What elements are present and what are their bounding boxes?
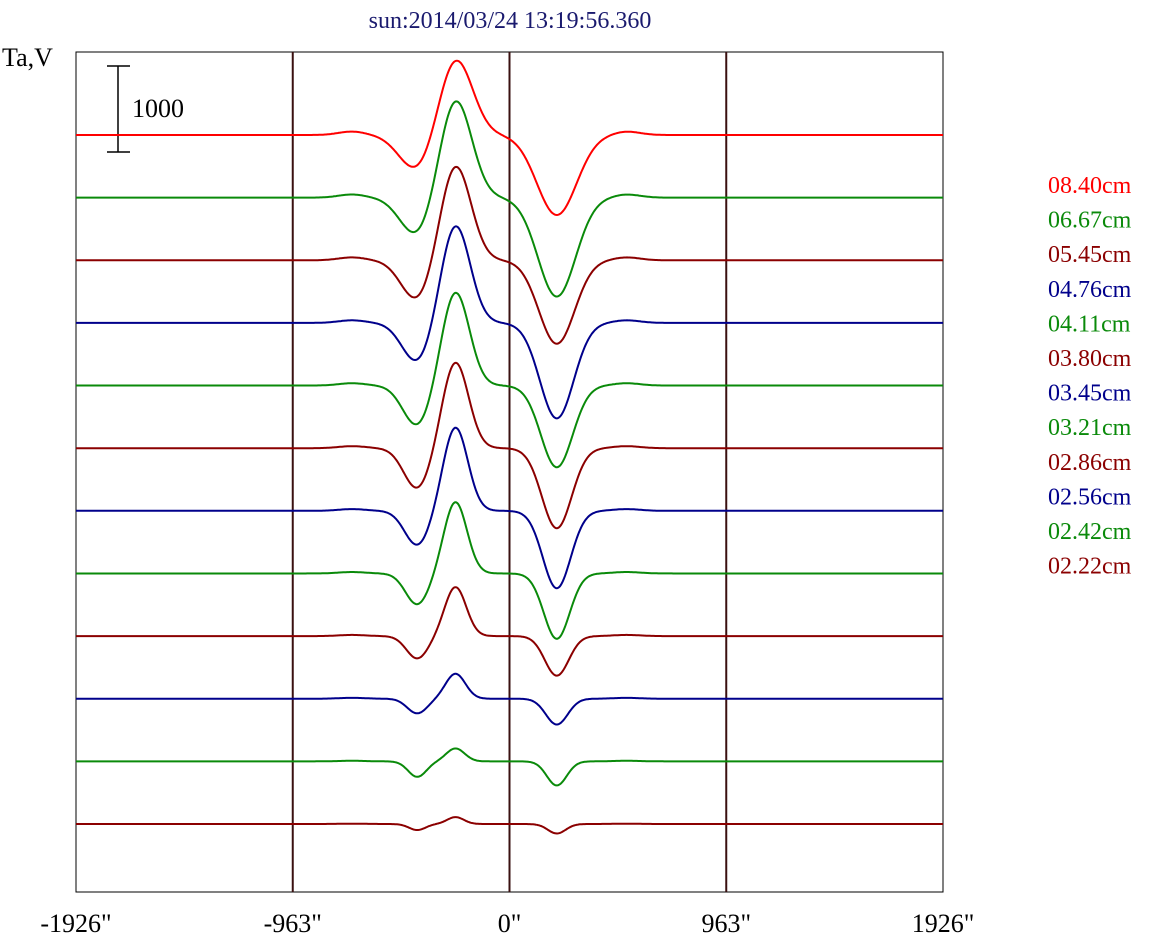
- y-axis-label: Ta,V: [2, 43, 53, 72]
- legend-entry-02.56cm: 02.56cm: [1048, 484, 1132, 510]
- legend-entry-05.45cm: 05.45cm: [1048, 242, 1132, 268]
- legend-entry-04.11cm: 04.11cm: [1048, 311, 1131, 337]
- series-line-02.22cm: [76, 816, 943, 835]
- x-tick-label-2: 0": [498, 909, 522, 938]
- series-line-03.21cm: [76, 501, 943, 640]
- vertical-marker-lines: [291, 52, 728, 892]
- x-tick-label-1: -963": [264, 909, 322, 938]
- series-line-02.86cm: [76, 586, 943, 677]
- chart-title: sun:2014/03/24 13:19:56.360: [369, 8, 652, 34]
- scale-bar-label: 1000: [132, 94, 184, 123]
- series-line-04.11cm: [76, 291, 943, 469]
- x-tick-label-4: 1926": [912, 909, 975, 938]
- legend-entry-03.45cm: 03.45cm: [1048, 381, 1132, 407]
- legend-entry-08.40cm: 08.40cm: [1048, 173, 1132, 199]
- legend-entry-03.80cm: 03.80cm: [1048, 346, 1132, 372]
- x-tick-label-0: -1926": [40, 909, 111, 938]
- legend-entry-03.21cm: 03.21cm: [1048, 415, 1132, 441]
- series-line-03.80cm: [76, 361, 943, 530]
- series-line-08.40cm: [76, 59, 943, 217]
- legend-entry-02.86cm: 02.86cm: [1048, 450, 1132, 476]
- series-line-05.45cm: [76, 165, 943, 345]
- series-line-02.56cm: [76, 672, 943, 726]
- x-tick-labels: -1926" -963" 0" 963" 1926": [40, 909, 974, 938]
- series-line-06.67cm: [76, 100, 943, 298]
- legend-entry-06.67cm: 06.67cm: [1048, 208, 1132, 234]
- x-tick-label-3: 963": [701, 909, 751, 938]
- legend-entry-02.42cm: 02.42cm: [1048, 519, 1132, 545]
- legend-entry-02.22cm: 02.22cm: [1048, 554, 1132, 580]
- series-line-04.76cm: [76, 225, 943, 420]
- legend: 08.40cm 06.67cm 05.45cm 04.76cm 04.11cm 03.80…: [1048, 173, 1132, 580]
- series-lines: [76, 59, 943, 835]
- scale-bar: 1000: [107, 65, 184, 153]
- series-line-03.45cm: [76, 426, 943, 590]
- legend-entry-04.76cm: 04.76cm: [1048, 277, 1132, 303]
- series-line-02.42cm: [76, 747, 943, 787]
